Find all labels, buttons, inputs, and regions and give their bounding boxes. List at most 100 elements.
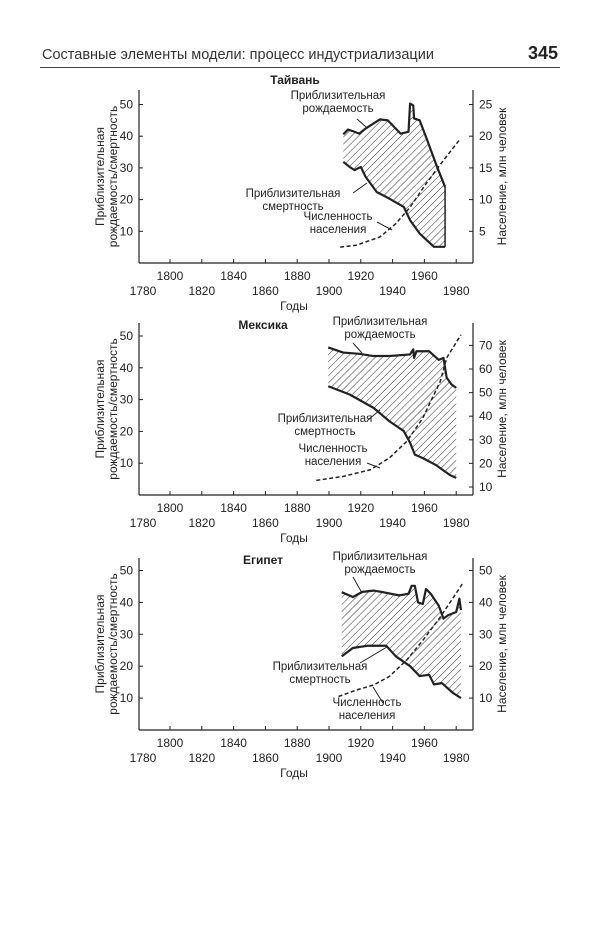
birth-rate-line — [342, 102, 447, 188]
birth-rate-line — [341, 584, 463, 620]
birth-annotation-line2: рождаемость — [344, 564, 415, 576]
x-tick-label: 1940 — [379, 284, 406, 298]
chart-title: Мексика — [238, 318, 288, 332]
x-tick-label: 1820 — [188, 284, 215, 298]
death-rate-line — [342, 161, 446, 248]
y-right-tick-label: 50 — [479, 386, 493, 400]
y-right-tick-label: 5 — [479, 224, 486, 238]
population-annotation-line2: населения — [305, 456, 362, 468]
y-tick-label: 20 — [120, 193, 134, 207]
birth-annotation-line1: Приблизительная — [333, 316, 428, 328]
y-right-tick-label: 40 — [479, 409, 493, 423]
x-tick-label: 1860 — [252, 516, 279, 530]
birth-annotation-line2: рождаемость — [302, 103, 373, 115]
death-annotation-line2: смертность — [289, 674, 350, 686]
y-tick-label: 40 — [120, 361, 134, 375]
chart-egypt: 1800 1840 1880 1920 1960 1780 1820 1860 1900 1940… — [93, 551, 509, 780]
x-tick-label: 1880 — [284, 736, 311, 750]
x-tick-label: 1840 — [220, 269, 247, 283]
x-tick-label: 1880 — [284, 269, 311, 283]
page-number: 345 — [527, 43, 558, 63]
population-annotation-line1: Численность — [332, 697, 401, 709]
death-annotation-line2: смертность — [294, 426, 355, 438]
x-tick-label: 1980 — [443, 751, 470, 765]
x-tick-label: 1900 — [316, 516, 343, 530]
y-tick-label: 10 — [120, 456, 134, 470]
y-axis-title-line1: Приблизительная — [93, 127, 107, 226]
y-tick-label: 40 — [120, 595, 134, 609]
death-leader-line — [359, 646, 388, 664]
y-axis-title-line2: рождаемость/смертность — [106, 573, 120, 714]
y-tick-label: 20 — [120, 659, 134, 673]
population-annotation-line2: населения — [310, 224, 367, 236]
population-leader-line — [376, 221, 393, 231]
x-tick-label: 1900 — [316, 751, 343, 765]
y-axis-title-line2: рождаемость/смертность — [106, 338, 120, 479]
x-tick-label: 1780 — [130, 751, 157, 765]
x-tick-label: 1960 — [411, 269, 438, 283]
x-axis-title: Годы — [280, 299, 308, 313]
y-right-tick-label: 70 — [479, 338, 493, 352]
y-right-tick-label: 25 — [479, 98, 493, 112]
y-right-tick-label: 30 — [479, 433, 493, 447]
x-tick-label: 1940 — [379, 751, 406, 765]
chart-taiwan: 1800 1840 1880 1920 1960 1780 1820 1860 1900 1940… — [93, 73, 509, 313]
death-rate-line — [341, 644, 462, 700]
population-leader-line — [366, 462, 381, 469]
y-right-tick-label: 20 — [479, 129, 493, 143]
population-annotation-line1: Численность — [298, 443, 367, 455]
population-leader-line — [372, 686, 384, 704]
x-tick-label: 1800 — [157, 501, 184, 515]
death-annotation-line2: смертность — [262, 201, 323, 213]
x-tick-label: 1920 — [347, 269, 374, 283]
y-right-tick-label: 40 — [479, 595, 493, 609]
x-tick-label: 1800 — [157, 269, 184, 283]
y-right-tick-label: 60 — [479, 362, 493, 376]
birth-annotation-line1: Приблизительная — [333, 551, 428, 563]
x-tick-label: 1960 — [411, 501, 438, 515]
birth-leader-line — [352, 342, 363, 354]
y-tick-label: 20 — [120, 424, 134, 438]
birth-leader-line — [356, 118, 367, 128]
birth-death-gap-area — [328, 347, 457, 478]
x-tick-label: 1960 — [411, 736, 438, 750]
birth-annotation-line1: Приблизительная — [291, 90, 386, 102]
y-right-tick-label: 20 — [479, 456, 493, 470]
y-tick-label: 50 — [120, 98, 134, 112]
death-annotation-line1: Приблизительная — [246, 188, 341, 200]
y-tick-label: 30 — [120, 161, 134, 175]
chart-title: Тайвань — [270, 73, 320, 87]
x-tick-label: 1940 — [379, 516, 406, 530]
y-right-axis-title: Население, млн человек — [495, 574, 509, 712]
birth-annotation-line2: рождаемость — [344, 329, 415, 341]
y-axis-title-line2: рождаемость/смертность — [106, 106, 120, 247]
birth-leader-line — [352, 576, 363, 594]
y-right-tick-label: 15 — [479, 161, 493, 175]
y-right-tick-label: 10 — [479, 691, 493, 705]
y-right-axis-title: Население, млн человек — [495, 107, 509, 245]
population-line — [338, 583, 464, 698]
chart-title: Египет — [243, 553, 283, 567]
birth-death-gap-area — [343, 103, 446, 247]
x-tick-label: 1800 — [157, 736, 184, 750]
x-tick-label: 1840 — [220, 501, 247, 515]
x-tick-label: 1900 — [316, 284, 343, 298]
x-tick-label: 1860 — [252, 751, 279, 765]
population-line — [340, 139, 460, 248]
death-annotation-line1: Приблизительная — [273, 661, 368, 673]
y-right-tick-label: 30 — [479, 627, 493, 641]
running-header: Составные элементы модели: процесс индус… — [42, 47, 434, 63]
y-right-tick-label: 50 — [479, 564, 493, 578]
x-tick-label: 1780 — [130, 516, 157, 530]
y-right-tick-label: 20 — [479, 659, 493, 673]
population-annotation-line1: Численность — [303, 211, 372, 223]
y-tick-label: 10 — [120, 224, 134, 238]
y-axis-title-line1: Приблизительная — [93, 595, 107, 694]
death-rate-line — [327, 385, 457, 479]
x-tick-label: 1820 — [188, 751, 215, 765]
y-tick-label: 50 — [120, 564, 134, 578]
x-tick-label: 1840 — [220, 736, 247, 750]
x-tick-label: 1860 — [252, 284, 279, 298]
x-tick-label: 1980 — [443, 284, 470, 298]
y-tick-label: 10 — [120, 691, 134, 705]
